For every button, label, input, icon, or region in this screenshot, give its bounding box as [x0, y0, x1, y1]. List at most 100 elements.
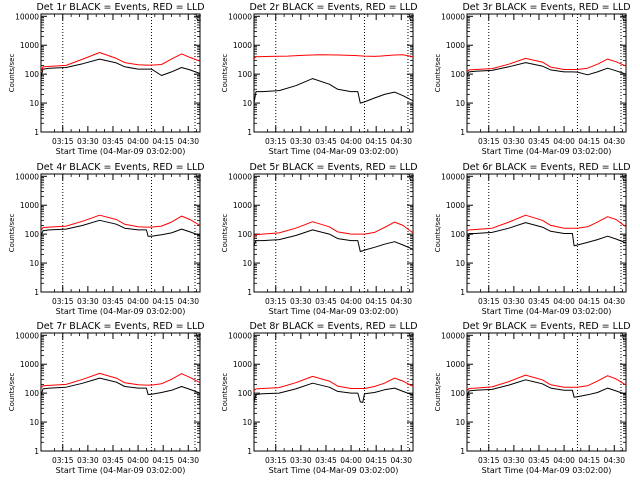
- x-tick-label: 04:00: [127, 297, 149, 306]
- panel-title: Det 3r BLACK = Events, RED = LLD: [462, 2, 630, 13]
- y-axis-label: Counts/sec: [434, 373, 442, 412]
- y-tick-label: 10: [455, 99, 465, 108]
- x-tick-label: 03:15: [52, 297, 74, 306]
- x-tick-label: 03:30: [290, 137, 312, 146]
- x-axis-label: Start Time (04-Mar-09 03:02:00): [482, 466, 612, 475]
- flag-label: C: [622, 174, 627, 183]
- x-tick-label: 03:15: [52, 456, 74, 465]
- series-line-events: [253, 229, 414, 253]
- series-line-lld: [466, 214, 627, 232]
- x-tick-label: 04:30: [603, 456, 625, 465]
- x-tick-label: 03:15: [265, 456, 287, 465]
- x-tick-label: 04:15: [578, 297, 600, 306]
- series-line-lld: [253, 54, 414, 60]
- x-tick-label: 03:45: [102, 456, 124, 465]
- y-axis-label: Counts/sec: [8, 214, 16, 253]
- series-line-events: [40, 219, 201, 237]
- flag-label: C: [622, 14, 627, 23]
- y-axis-label: Counts/sec: [8, 54, 16, 93]
- x-tick-label: 04:30: [177, 456, 199, 465]
- x-axis-label: Start Time (04-Mar-09 03:02:00): [56, 147, 186, 156]
- flag-label: C: [409, 333, 414, 342]
- y-tick-label: 1000: [20, 360, 39, 369]
- y-tick-label: 100: [451, 389, 466, 398]
- y-tick-label: 1000: [446, 360, 465, 369]
- x-tick-label: 04:15: [152, 137, 174, 146]
- x-tick-label: 04:30: [390, 456, 412, 465]
- panel-3: Det 3r BLACK = Events, RED = LLD 1 10 100 10…: [434, 2, 631, 156]
- x-tick-label: 04:00: [553, 137, 575, 146]
- plot-frame: [466, 13, 627, 133]
- panel-1: Det 1r BLACK = Events, RED = LLD 1 10 100 10…: [8, 2, 205, 156]
- x-tick-label: 04:00: [553, 456, 575, 465]
- panel-4: Det 4r BLACK = Events, RED = LLD 1 10 100 10…: [8, 162, 205, 316]
- series-line-lld: [466, 57, 627, 73]
- flag-label: C: [196, 14, 201, 23]
- x-axis-label: Start Time (04-Mar-09 03:02:00): [56, 307, 186, 316]
- x-tick-label: 04:00: [340, 297, 362, 306]
- x-tick-label: 03:15: [265, 137, 287, 146]
- y-tick-label: 10: [29, 418, 39, 427]
- y-tick-label: 1000: [446, 201, 465, 210]
- x-tick-label: 04:00: [340, 137, 362, 146]
- x-tick-label: 04:00: [340, 456, 362, 465]
- y-tick-label: 100: [238, 230, 253, 239]
- panel-title: Det 9r BLACK = Events, RED = LLD: [462, 321, 630, 332]
- panel-title: Det 6r BLACK = Events, RED = LLD: [462, 162, 630, 173]
- x-tick-label: 03:45: [315, 297, 337, 306]
- x-tick-label: 03:30: [503, 297, 525, 306]
- panel-5: Det 5r BLACK = Events, RED = LLD 1 10 100 10…: [221, 162, 418, 316]
- plot-frame: [40, 13, 201, 133]
- series-line-lld: [40, 372, 201, 389]
- series-line-lld: [253, 221, 414, 237]
- y-tick-label: 10000: [441, 172, 465, 181]
- series-line-lld: [466, 374, 627, 392]
- x-tick-label: 04:30: [177, 297, 199, 306]
- x-tick-label: 03:30: [77, 297, 99, 306]
- x-tick-label: 04:30: [390, 137, 412, 146]
- panel-title: Det 1r BLACK = Events, RED = LLD: [36, 2, 204, 13]
- flag-label: C: [409, 174, 414, 183]
- y-tick-label: 100: [25, 230, 40, 239]
- x-tick-label: 04:15: [578, 137, 600, 146]
- x-tick-label: 03:15: [52, 137, 74, 146]
- y-tick-label: 100: [451, 230, 466, 239]
- y-tick-label: 10: [29, 259, 39, 268]
- x-tick-label: 04:15: [365, 456, 387, 465]
- plot-frame: [253, 173, 414, 293]
- x-tick-label: 03:45: [315, 456, 337, 465]
- series-line-events: [466, 222, 627, 247]
- y-tick-label: 10000: [228, 172, 252, 181]
- x-tick-label: 03:45: [315, 137, 337, 146]
- panel-2: Det 2r BLACK = Events, RED = LLD 1 10 100 10…: [221, 2, 418, 156]
- x-tick-label: 03:45: [102, 297, 124, 306]
- y-tick-label: 1: [34, 128, 39, 137]
- y-tick-label: 1: [34, 288, 39, 297]
- plot-frame: [40, 332, 201, 452]
- x-axis-label: Start Time (04-Mar-09 03:02:00): [56, 466, 186, 475]
- x-axis-label: Start Time (04-Mar-09 03:02:00): [269, 466, 399, 475]
- flag-label: C: [196, 174, 201, 183]
- y-axis-label: Counts/sec: [434, 54, 442, 93]
- x-tick-label: 04:00: [553, 297, 575, 306]
- y-axis-label: Counts/sec: [221, 373, 229, 412]
- y-tick-label: 10000: [441, 12, 465, 21]
- series-line-events: [40, 58, 201, 78]
- y-tick-label: 10: [29, 99, 39, 108]
- y-tick-label: 10: [455, 418, 465, 427]
- series-line-lld: [40, 214, 201, 232]
- y-tick-label: 10000: [15, 331, 39, 340]
- plot-frame: [253, 13, 414, 133]
- y-axis-label: Counts/sec: [8, 373, 16, 412]
- flag-label: C: [196, 333, 201, 342]
- y-tick-label: 1: [460, 128, 465, 137]
- y-tick-label: 10000: [15, 12, 39, 21]
- y-tick-label: 1000: [233, 41, 252, 50]
- panel-title: Det 2r BLACK = Events, RED = LLD: [249, 2, 417, 13]
- y-tick-label: 10000: [228, 12, 252, 21]
- panel-7: Det 7r BLACK = Events, RED = LLD 1 10 100 10…: [8, 321, 205, 475]
- x-tick-label: 04:15: [152, 456, 174, 465]
- x-tick-label: 03:15: [478, 137, 500, 146]
- series-line-lld: [40, 52, 201, 73]
